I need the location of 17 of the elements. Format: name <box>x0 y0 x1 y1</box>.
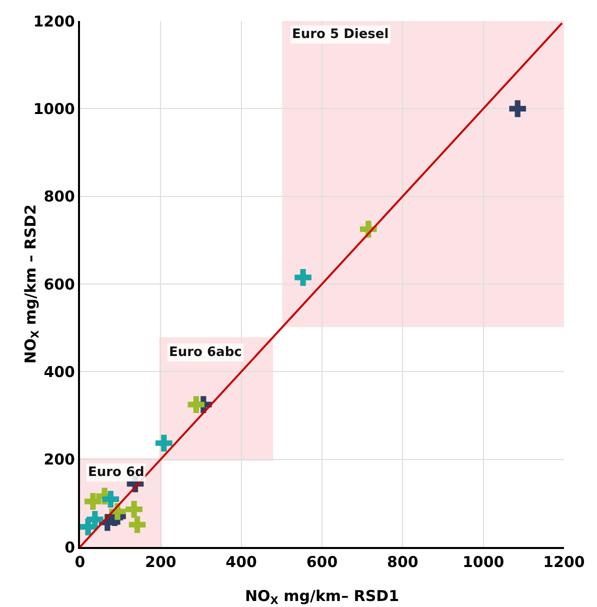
band-label: Euro 6d <box>88 465 144 480</box>
y-tick-label: 1200 <box>33 12 75 30</box>
x-tick-label: 1000 <box>462 553 504 571</box>
x-tick-label: 600 <box>306 553 338 571</box>
x-tick-label: 1200 <box>543 553 585 571</box>
x-tick-label: 400 <box>226 553 257 571</box>
y-tick-label: 200 <box>44 450 75 469</box>
y-tick-label: 800 <box>44 188 75 206</box>
band-label: Euro 6abc <box>169 345 242 360</box>
x-axis-title: NO$_{X}$ mg/km– RSD1 <box>244 586 400 607</box>
y-tick-label: 600 <box>44 275 75 294</box>
band-label: Euro 5 Diesel <box>292 27 389 42</box>
x-tick-label: 200 <box>145 553 176 571</box>
y-tick-label: 400 <box>44 362 75 381</box>
y-tick-label: 0 <box>64 538 75 556</box>
x-tick-label: 800 <box>387 553 418 571</box>
y-tick-label: 1000 <box>33 100 75 118</box>
